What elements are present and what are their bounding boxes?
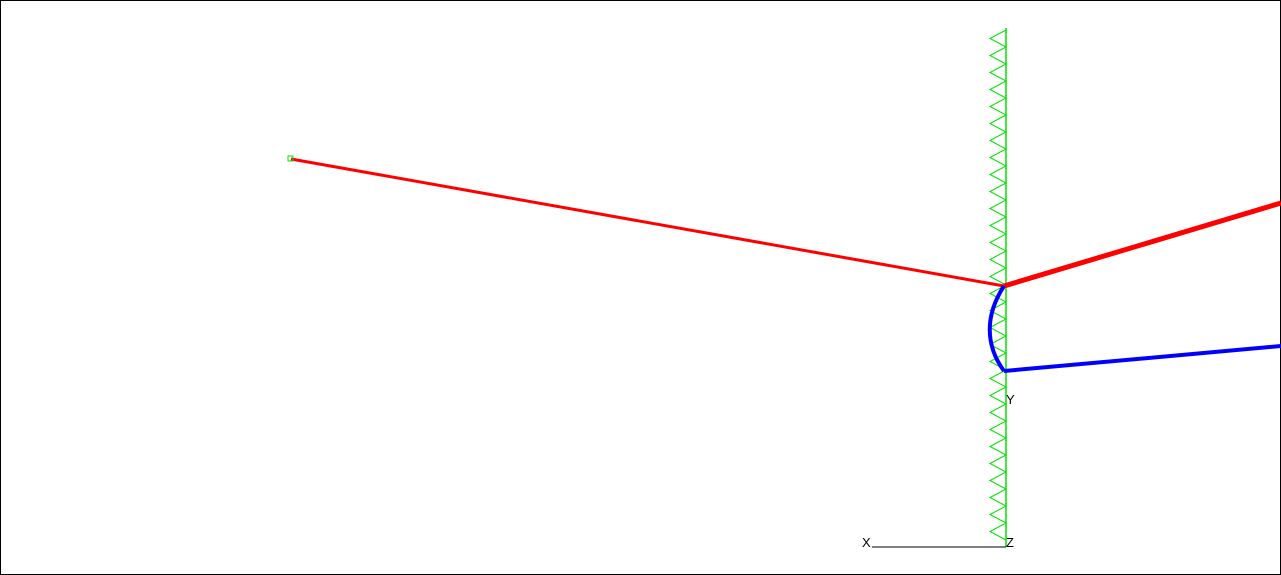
blue-member-curve[interactable]	[987, 284, 1006, 373]
axis-x-label: X	[862, 535, 871, 550]
node-marker[interactable]	[287, 155, 294, 162]
axis-z-label: Z	[1006, 535, 1014, 550]
red-member-right[interactable]	[1003, 200, 1281, 289]
blue-member-right[interactable]	[1003, 344, 1281, 373]
axis-y-label: Y	[1006, 392, 1015, 407]
red-member-left[interactable]	[290, 157, 1005, 288]
